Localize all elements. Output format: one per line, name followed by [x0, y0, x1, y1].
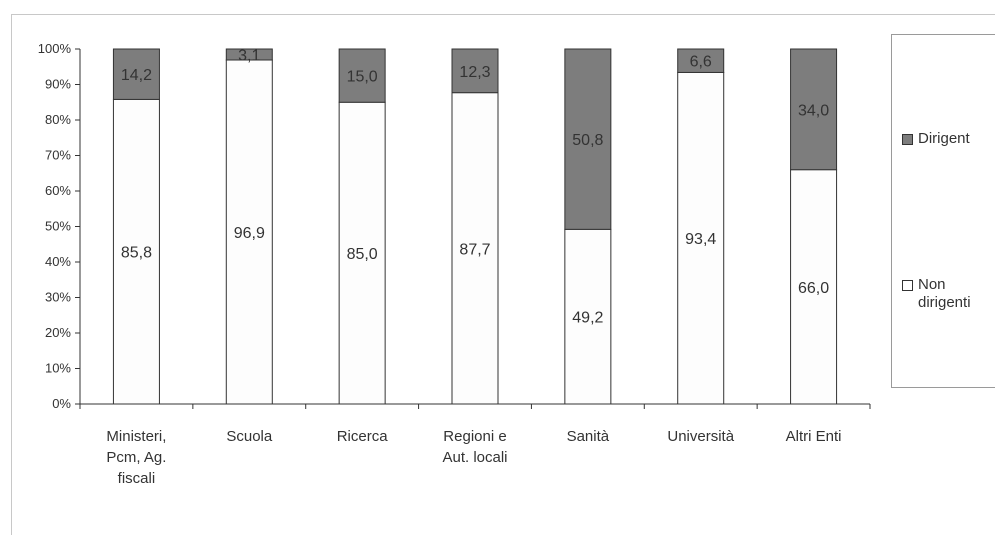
data-label-dirigenti: 14,2	[121, 67, 152, 84]
legend-swatch-non-dirigenti	[902, 280, 913, 291]
x-tick-label: fiscali	[118, 470, 156, 487]
bar-non-dirigenti	[451, 92, 499, 405]
y-tick-label: 40%	[45, 254, 71, 269]
bar-non-dirigenti	[225, 59, 273, 405]
bar-dirigenti	[338, 48, 386, 103]
y-tick-label: 70%	[45, 148, 71, 163]
y-tick-label: 60%	[45, 183, 71, 198]
bar-dirigenti	[790, 48, 838, 171]
data-label-dirigenti: 12,3	[459, 64, 490, 81]
x-tick-label: Ministeri,	[106, 428, 166, 445]
x-tick-label: Pcm, Ag.	[106, 449, 166, 466]
data-label-non-dirigenti: 85,8	[121, 245, 152, 262]
legend: Dirigent Non dirigenti	[891, 34, 995, 388]
bar-dirigenti	[225, 48, 273, 61]
bar-non-dirigenti	[564, 228, 612, 405]
data-label-dirigenti: 50,8	[572, 132, 603, 149]
legend-swatch-dirigenti	[902, 134, 913, 145]
data-label-non-dirigenti: 87,7	[459, 241, 490, 258]
y-tick-label: 100%	[38, 41, 72, 56]
bar-non-dirigenti	[677, 71, 725, 405]
y-tick-label: 30%	[45, 290, 71, 305]
legend-item-dirigenti: Dirigent	[902, 130, 970, 148]
x-tick-label: Sanità	[567, 428, 610, 445]
x-tick-label: Ricerca	[337, 428, 389, 445]
chart-frame	[11, 14, 995, 535]
x-tick-label: Regioni e	[443, 428, 506, 445]
bar-non-dirigenti	[790, 169, 838, 405]
data-label-non-dirigenti: 66,0	[798, 280, 829, 297]
bar-non-dirigenti	[112, 98, 160, 405]
data-label-dirigenti: 15,0	[347, 69, 378, 86]
y-tick-label: 80%	[45, 112, 71, 127]
y-tick-label: 20%	[45, 325, 71, 340]
x-tick-label: Aut. locali	[442, 449, 507, 466]
legend-item-non-dirigenti: Non dirigenti	[902, 276, 995, 312]
y-tick-label: 10%	[45, 361, 71, 376]
x-tick-label: Università	[667, 428, 734, 445]
x-tick-label: Altri Enti	[786, 428, 842, 445]
data-label-dirigenti: 3,1	[238, 48, 260, 65]
stacked-bar-chart: 0% 10% 20% 30% 40% 50% 60% 70% 80% 90% 100% 85,8 14,…	[38, 41, 871, 487]
x-tick-label: Scuola	[226, 428, 273, 445]
data-label-dirigenti: 34,0	[798, 102, 829, 119]
data-label-non-dirigenti: 49,2	[572, 310, 603, 327]
legend-label-dirigenti: Dirigent	[918, 130, 970, 147]
bar-dirigenti	[564, 48, 612, 230]
data-label-dirigenti: 6,6	[690, 54, 712, 71]
bar-dirigenti	[451, 48, 499, 94]
data-label-non-dirigenti: 96,9	[234, 225, 265, 242]
bar-dirigenti	[677, 48, 725, 73]
y-tick-label: 90%	[45, 77, 71, 92]
y-tick-label: 0%	[52, 396, 71, 411]
bar-dirigenti	[112, 48, 160, 100]
y-tick-label: 50%	[45, 219, 71, 234]
data-label-non-dirigenti: 85,0	[347, 246, 378, 263]
bar-non-dirigenti	[338, 101, 386, 405]
legend-label-non-dirigenti: Non dirigenti	[918, 276, 971, 311]
data-label-non-dirigenti: 93,4	[685, 231, 716, 248]
